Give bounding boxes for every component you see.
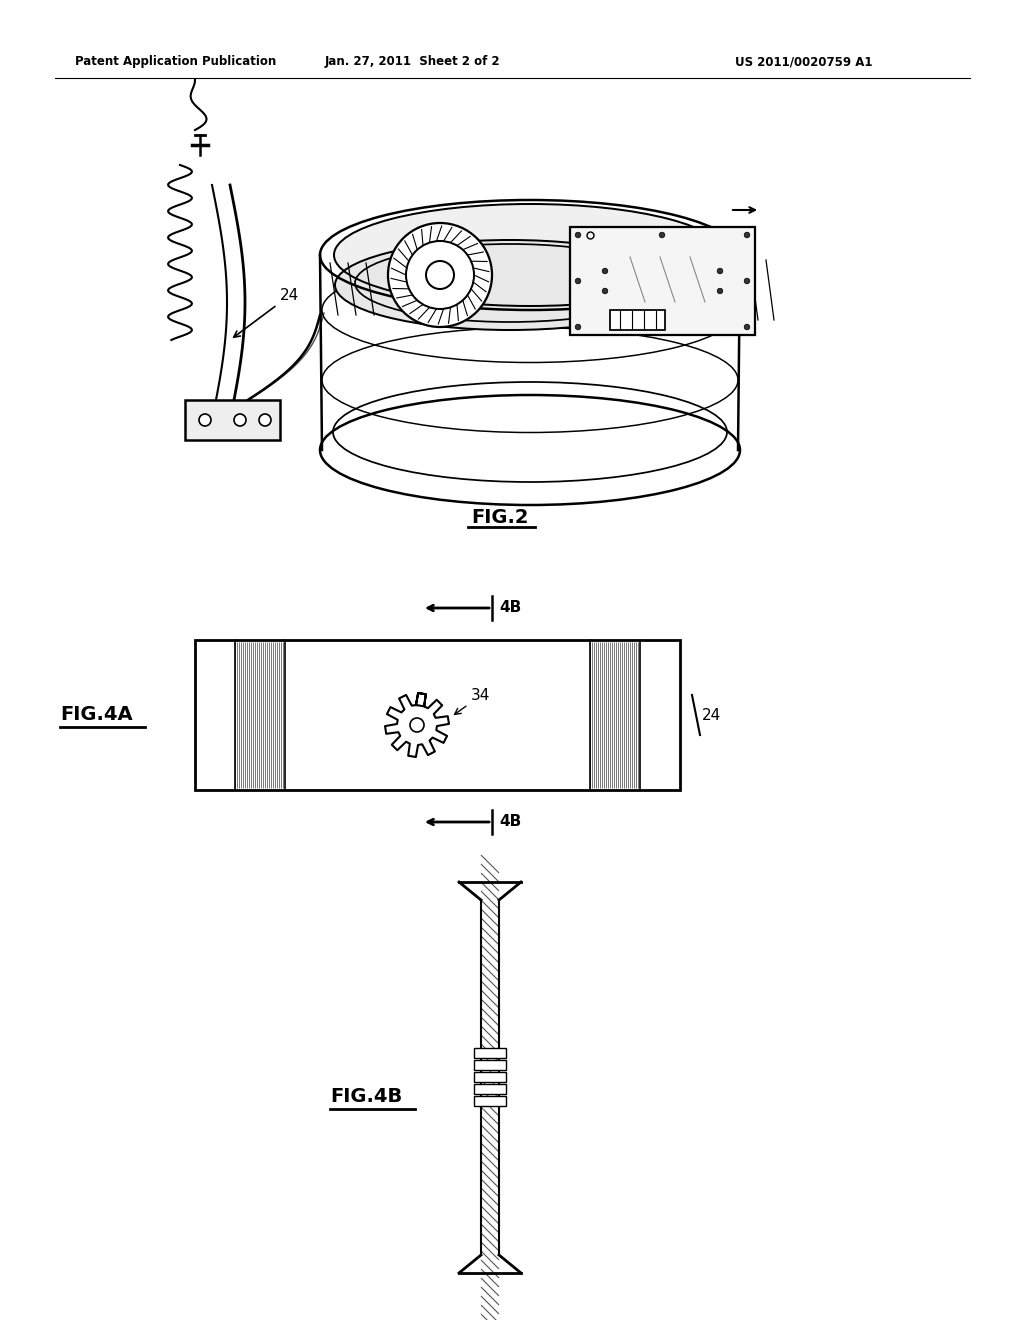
Bar (195, 640, 680, 789)
Text: 24: 24 (702, 708, 721, 722)
Text: 4B: 4B (499, 601, 521, 615)
Bar (474, 1060, 506, 1071)
Bar (185, 400, 280, 440)
Bar (481, 900, 499, 1255)
Text: 4B: 4B (499, 814, 521, 829)
Circle shape (744, 325, 750, 330)
Text: FIG.2: FIG.2 (471, 508, 528, 527)
Text: 34: 34 (455, 688, 490, 714)
Text: US 2011/0020759 A1: US 2011/0020759 A1 (735, 55, 872, 69)
Bar (474, 1084, 506, 1094)
Circle shape (575, 279, 581, 284)
Circle shape (717, 288, 723, 294)
Circle shape (388, 223, 492, 327)
Text: FIG.4A: FIG.4A (60, 705, 133, 725)
Circle shape (602, 268, 608, 273)
Bar (474, 1048, 506, 1059)
Circle shape (406, 242, 474, 309)
Circle shape (659, 232, 665, 238)
Bar (610, 310, 665, 330)
Circle shape (234, 414, 246, 426)
Bar (474, 1072, 506, 1082)
Circle shape (575, 325, 581, 330)
Bar (474, 1096, 506, 1106)
Circle shape (659, 325, 665, 330)
Ellipse shape (335, 240, 685, 330)
Text: FIG.4B: FIG.4B (330, 1088, 402, 1106)
Circle shape (426, 261, 454, 289)
Circle shape (410, 718, 424, 733)
Text: Patent Application Publication: Patent Application Publication (75, 55, 276, 69)
Circle shape (199, 414, 211, 426)
Circle shape (259, 414, 271, 426)
Circle shape (744, 232, 750, 238)
Ellipse shape (335, 205, 725, 305)
Circle shape (717, 268, 723, 273)
Bar (570, 227, 755, 335)
Text: Jan. 27, 2011  Sheet 2 of 2: Jan. 27, 2011 Sheet 2 of 2 (325, 55, 500, 69)
Circle shape (575, 232, 581, 238)
Circle shape (744, 279, 750, 284)
Circle shape (602, 288, 608, 294)
Text: 24: 24 (233, 288, 299, 337)
